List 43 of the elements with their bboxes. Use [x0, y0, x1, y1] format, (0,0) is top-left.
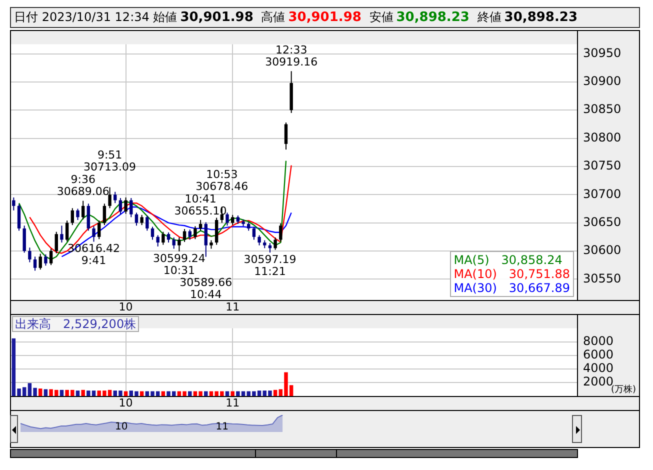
bar	[230, 391, 234, 396]
x-tick-label: 10	[118, 300, 133, 314]
chart-title: 出来高 2,529,200株	[12, 316, 140, 332]
bar	[76, 390, 80, 396]
y-tick-label: 30550	[583, 271, 622, 286]
y-tick-label: 4000	[583, 361, 614, 376]
bar	[60, 390, 64, 396]
y-tick-label: 30600	[583, 243, 622, 258]
annotation: 10:53 30678.46	[196, 168, 248, 194]
y-tick-label: 6000	[583, 347, 614, 362]
annotation: 30599.24 10:31	[152, 252, 206, 277]
y-tick-label: 30700	[583, 186, 622, 201]
annotation: 30597.19 11:21	[244, 252, 296, 278]
annotation: 9:51 30713.09	[84, 148, 136, 174]
x-tick-label: 11	[226, 396, 240, 410]
bar	[273, 390, 278, 396]
y-axis-title: (万株)	[610, 385, 636, 395]
x-tick-label: 11	[216, 422, 229, 433]
text: MA(30) 30,667.89	[454, 281, 570, 295]
y-tick-label: 30650	[583, 214, 622, 229]
x-tick-label: 10	[118, 396, 133, 410]
y-tick-label: 8000	[583, 334, 614, 348]
text: 安値 30,898.23	[368, 10, 470, 25]
chart-title: 日付 2023/10/31 12:34	[14, 10, 150, 24]
text: MA(5) 30,858.24	[454, 253, 562, 267]
y-tick-label: 30850	[583, 102, 622, 116]
bar	[204, 391, 208, 396]
annotation: 30589.66 10:44	[180, 276, 232, 302]
y-tick-label: 30800	[583, 130, 622, 144]
x-tick-label: 10	[114, 422, 128, 433]
y-tick-label: 30900	[583, 74, 622, 88]
y-tick-label: 30950	[583, 46, 622, 60]
bar	[38, 388, 42, 396]
annotation: 9:36 30689.06	[56, 173, 110, 198]
text: 高値 30,901.98	[260, 10, 362, 25]
text: MA(10) 30,751.88	[454, 267, 570, 281]
text: 終値 30,898.23	[476, 10, 578, 25]
x-tick-label: 11	[226, 300, 240, 314]
bar	[81, 390, 85, 396]
text: 始値 30,901.98	[152, 10, 254, 25]
annotation: 12:33 30919.16	[265, 44, 318, 69]
bar	[44, 389, 48, 396]
y-tick-label: 30750	[583, 158, 622, 173]
